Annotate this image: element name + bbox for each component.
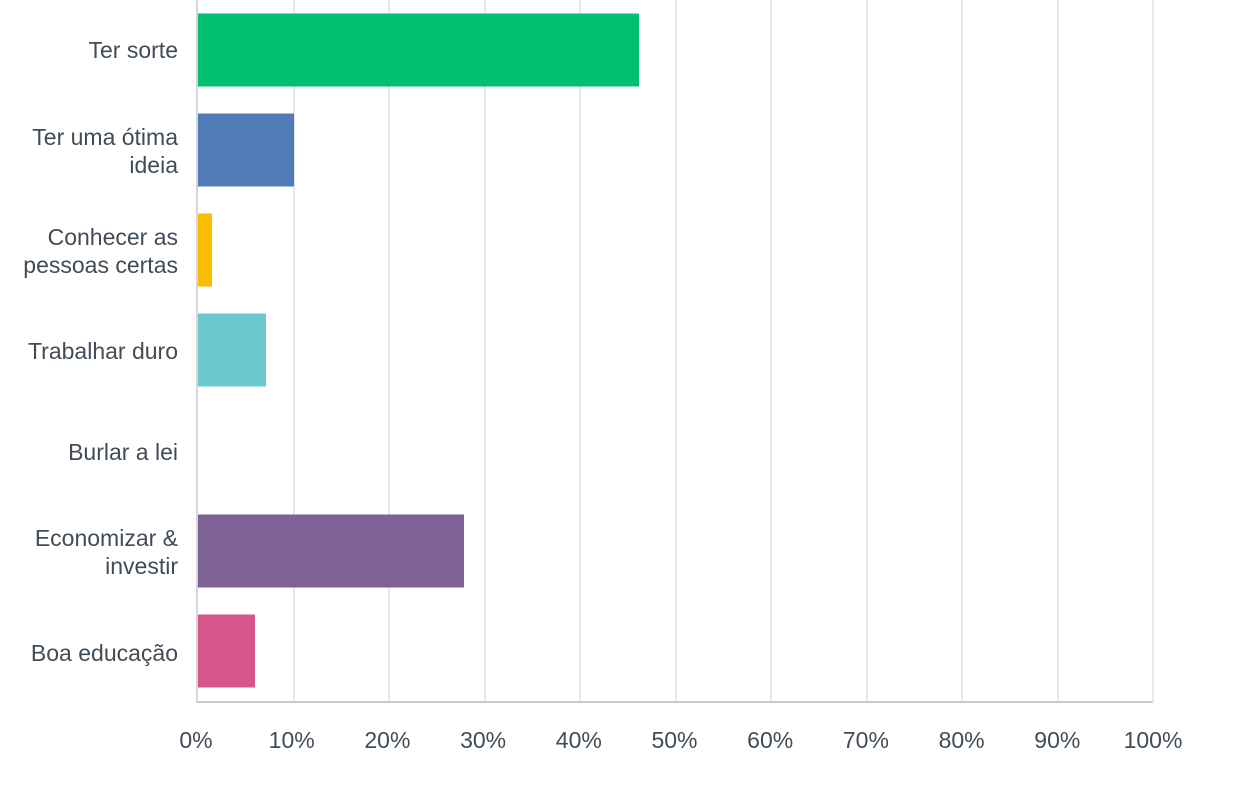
bar — [198, 514, 465, 588]
bar — [198, 13, 640, 87]
plot-area — [196, 0, 1154, 703]
category-label: Ter sorte — [88, 37, 178, 64]
gridline — [674, 0, 677, 701]
gridline — [865, 0, 868, 701]
x-tick-label: 40% — [555, 727, 602, 753]
bar-row — [198, 0, 1153, 100]
category-label: Ter uma ótima ideia — [32, 123, 178, 178]
x-tick-label: 60% — [747, 727, 794, 753]
x-tick-label: 90% — [1034, 727, 1081, 753]
bar — [198, 213, 213, 287]
gridline — [483, 0, 486, 701]
gridline — [388, 0, 390, 701]
gridline — [770, 0, 772, 701]
gridline — [292, 0, 295, 701]
bar-row — [198, 100, 1153, 200]
x-tick-label: 70% — [842, 727, 889, 753]
x-tick-label: 80% — [938, 727, 985, 753]
bar — [198, 113, 295, 187]
category-label: Conhecer as pessoas certas — [23, 224, 178, 279]
bar-row — [198, 300, 1153, 400]
bar-row — [198, 501, 1153, 601]
x-tick-label: 50% — [651, 727, 698, 753]
category-label: Burlar a lei — [68, 438, 178, 465]
gridline — [961, 0, 963, 701]
category-label: Boa educação — [30, 639, 178, 666]
bar-row — [198, 401, 1153, 501]
bar — [198, 614, 256, 688]
x-tick-label: 20% — [364, 727, 411, 753]
x-tick-label: 0% — [179, 727, 213, 753]
gridline — [579, 0, 581, 701]
gridline — [1152, 0, 1154, 701]
category-label: Economizar & investir — [34, 525, 178, 580]
x-tick-label: 30% — [460, 727, 507, 753]
bar — [198, 313, 266, 387]
category-label: Trabalhar duro — [27, 338, 178, 365]
x-axis: 0% 10% 20% 30% 40% 50% 60% 70% 80% 90% 100% — [179, 703, 1182, 792]
x-tick-label: 100% — [1123, 727, 1183, 753]
bar-row — [198, 601, 1153, 701]
y-axis-labels: Ter sorte Ter uma ótima ideia Conhecer as … — [0, 0, 196, 703]
x-tick-label: 10% — [268, 727, 315, 753]
bar-row — [198, 200, 1153, 300]
gridline — [1056, 0, 1059, 701]
